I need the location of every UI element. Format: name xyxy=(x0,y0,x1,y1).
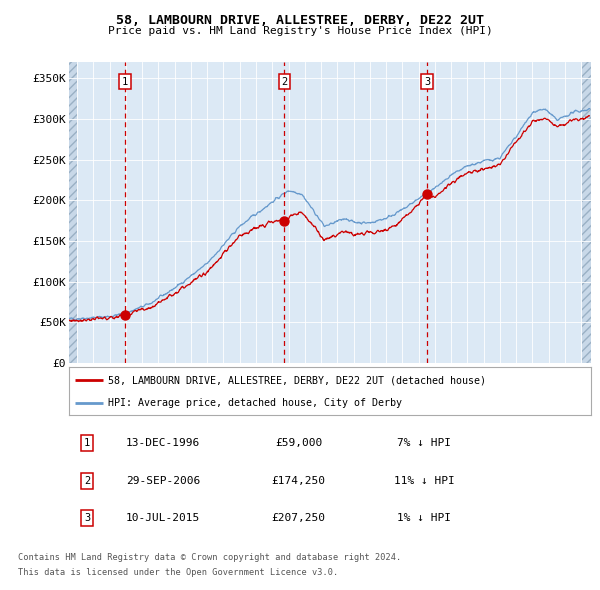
Text: 10-JUL-2015: 10-JUL-2015 xyxy=(126,513,200,523)
Text: This data is licensed under the Open Government Licence v3.0.: This data is licensed under the Open Gov… xyxy=(18,568,338,577)
Text: Contains HM Land Registry data © Crown copyright and database right 2024.: Contains HM Land Registry data © Crown c… xyxy=(18,553,401,562)
Text: 29-SEP-2006: 29-SEP-2006 xyxy=(126,476,200,486)
Text: 2: 2 xyxy=(84,476,91,486)
Text: £174,250: £174,250 xyxy=(272,476,326,486)
Text: 58, LAMBOURN DRIVE, ALLESTREE, DERBY, DE22 2UT: 58, LAMBOURN DRIVE, ALLESTREE, DERBY, DE… xyxy=(116,14,484,27)
Text: 13-DEC-1996: 13-DEC-1996 xyxy=(126,438,200,448)
Text: 11% ↓ HPI: 11% ↓ HPI xyxy=(394,476,454,486)
Text: 1: 1 xyxy=(122,77,128,87)
Text: 58, LAMBOURN DRIVE, ALLESTREE, DERBY, DE22 2UT (detached house): 58, LAMBOURN DRIVE, ALLESTREE, DERBY, DE… xyxy=(108,375,486,385)
Text: £207,250: £207,250 xyxy=(272,513,326,523)
Text: 1% ↓ HPI: 1% ↓ HPI xyxy=(397,513,451,523)
Text: 1: 1 xyxy=(84,438,91,448)
Text: Price paid vs. HM Land Registry's House Price Index (HPI): Price paid vs. HM Land Registry's House … xyxy=(107,26,493,35)
Text: 7% ↓ HPI: 7% ↓ HPI xyxy=(397,438,451,448)
Text: 3: 3 xyxy=(424,77,430,87)
Text: 3: 3 xyxy=(84,513,91,523)
Text: HPI: Average price, detached house, City of Derby: HPI: Average price, detached house, City… xyxy=(108,398,402,408)
Text: £59,000: £59,000 xyxy=(275,438,322,448)
Text: 2: 2 xyxy=(281,77,287,87)
